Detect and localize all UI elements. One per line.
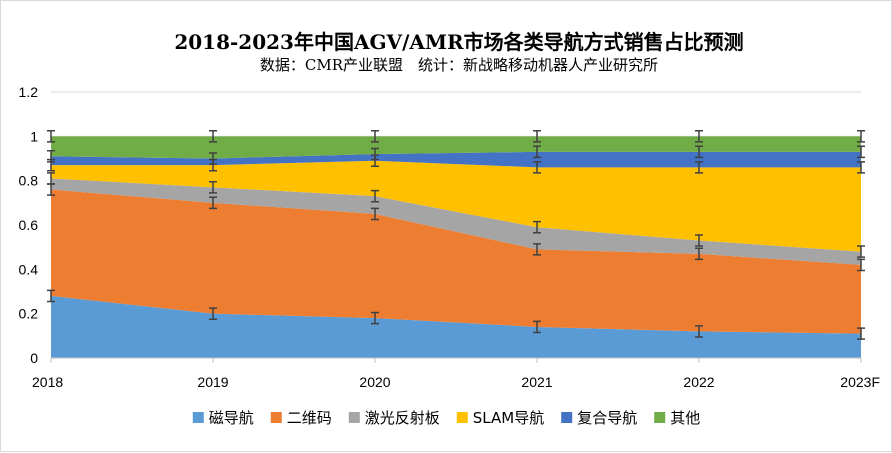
error-bar [857,258,865,272]
chart-subtitle: 数据：CMR产业联盟 统计：新战略移动机器人产业研究所 [260,56,658,74]
x-tick-label: 2023F [840,374,880,390]
error-bar [371,147,379,161]
legend-item: SLAM导航 [456,409,544,427]
error-bar [209,152,217,165]
x-tick-label: 2022 [683,374,714,390]
error-bar [47,130,55,143]
legend-label: 磁导航 [209,409,254,427]
stacked-areas [51,136,861,358]
legend-label: 复合导航 [577,409,637,427]
error-bar [533,220,541,234]
y-tick-label: 1.2 [19,84,39,100]
area-series-5 [51,151,861,168]
x-tick-label: 2020 [359,374,390,390]
error-bar [857,130,865,143]
legend-item: 激光反射板 [348,409,440,427]
legend-swatch [561,412,573,423]
error-bar [533,243,541,256]
error-bar [209,196,217,210]
error-bar [695,161,703,174]
legend-swatch [654,412,666,423]
y-tick-label: 1 [30,128,38,144]
error-bar [371,207,379,221]
legend: 磁导航 二维码 激光反射板 SLAM导航 复合导航 其他 [192,409,700,427]
error-bar [533,145,541,159]
area-series-3 [51,178,861,265]
error-bar [47,172,55,185]
x-tick-label: 2019 [197,374,228,390]
area-series-2 [51,189,861,334]
error-bar [695,234,703,247]
error-bar [209,307,217,320]
axes: 0 0.2 0.4 0.6 0.8 1 1.2 2018 2019 2020 2021 2022 202… [19,84,880,390]
y-tick-label: 0.6 [19,217,39,233]
error-bar [857,161,865,174]
area-series-4 [51,160,861,252]
error-bar [695,145,703,159]
legend-label: 二维码 [287,409,332,427]
error-bar [695,325,703,338]
legend-swatch [348,412,360,423]
legend-swatch [456,412,468,423]
legend-label: SLAM导航 [473,409,544,427]
error-bar [371,130,379,143]
error-bar [857,245,865,258]
error-bars [47,130,865,340]
legend-label: 其他 [670,409,700,427]
legend-swatch [192,412,204,423]
legend-item: 磁导航 [192,409,254,427]
y-tick-label: 0.4 [19,261,39,277]
error-bar [695,130,703,143]
error-bar [533,320,541,334]
y-tick-label: 0.2 [19,306,39,322]
error-bar [371,189,379,203]
error-bar [857,145,865,159]
error-bar [209,130,217,143]
error-bar [533,161,541,174]
error-bar [857,327,865,340]
error-bar [47,149,55,163]
legend-item: 其他 [654,409,700,427]
legend-item: 二维码 [270,409,332,427]
error-bar [533,130,541,143]
legend-swatch [270,412,282,423]
y-tick-label: 0 [30,350,38,366]
x-tick-label: 2021 [521,374,552,390]
error-bar [371,311,379,325]
error-bar [209,181,217,194]
legend-item: 复合导航 [561,409,637,427]
error-bar [695,247,703,261]
y-tick-label: 0.8 [19,173,39,189]
area-series-6 [51,136,861,159]
legend-label: 激光反射板 [365,409,440,427]
x-tick-label: 2018 [32,374,63,390]
chart-title: 2018-2023年中国AGV/AMR市场各类导航方式销售占比预测 [174,30,743,54]
area-series-1 [51,295,861,358]
error-bar [47,289,55,303]
